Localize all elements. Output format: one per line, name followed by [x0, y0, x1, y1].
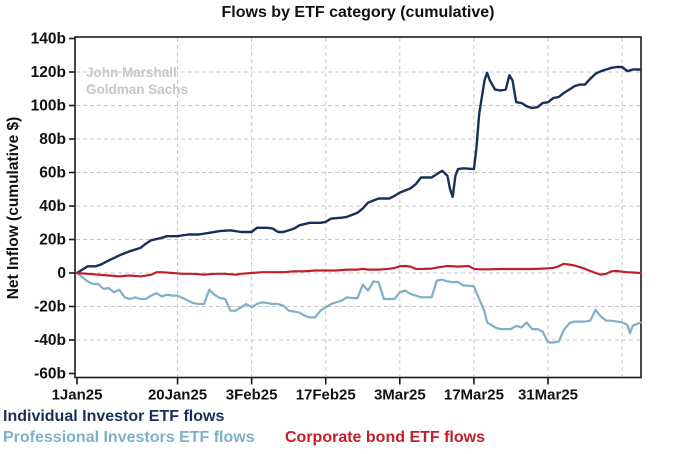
plot-frame: [74, 36, 642, 379]
legend-row-2: Professional Investors ETF flows Corpora…: [0, 429, 680, 449]
y-tick-label: 100b: [31, 98, 66, 115]
x-tick-label: 31Mar25: [518, 387, 578, 404]
watermark-line-2: Goldman Sachs: [86, 82, 189, 97]
legend-row-1: Individual Investor ETF flows: [0, 408, 680, 428]
y-tick-label: 80b: [39, 131, 66, 148]
y-tick-label: 120b: [31, 64, 66, 81]
watermark-line-1: John Marshall: [86, 65, 177, 80]
x-tick-label: 3Mar25: [374, 387, 426, 404]
y-tick-label: -20b: [34, 299, 66, 316]
series-line-corporate: [75, 262, 642, 278]
x-tick-label: 17Feb25: [296, 387, 356, 404]
y-tick-label: 140b: [31, 31, 66, 48]
y-tick-label: 20b: [39, 232, 66, 249]
x-tick-label: 17Mar25: [444, 387, 504, 404]
series-line-professional: [75, 271, 642, 344]
legend-item-corporate-bond: Corporate bond ETF flows: [285, 429, 485, 446]
x-tick-label: 20Jan25: [148, 387, 207, 404]
y-tick-label: 0: [57, 265, 66, 282]
page-title: Flows by ETF category (cumulative): [221, 4, 495, 21]
flows-chart: 140b 120b 100b 80b 60b 40b 20b 0 -20b -40b -60b 1Ja…: [31, 31, 642, 404]
legend-item-professional-investors: Professional Investors ETF flows: [3, 429, 255, 446]
x-tick-label: 3Feb25: [226, 387, 278, 404]
watermark: John Marshall Goldman Sachs: [86, 64, 188, 98]
y-tick-label: -40b: [34, 332, 66, 349]
y-axis-label: Net Inflow (cumulative $): [5, 116, 22, 300]
y-tick-label: -60b: [34, 366, 66, 383]
legend-item-individual-investor: Individual Investor ETF flows: [3, 408, 225, 425]
x-tick-label: 1Jan25: [52, 387, 103, 404]
y-tick-label: 60b: [39, 165, 66, 182]
series-line-individual: [75, 65, 642, 275]
y-tick-label: 40b: [39, 198, 66, 215]
